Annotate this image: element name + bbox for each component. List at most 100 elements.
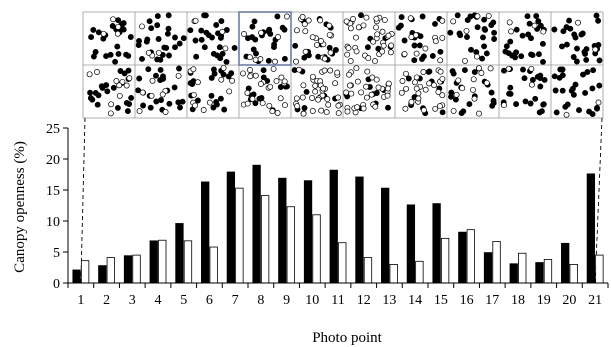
tree-open-marker: [244, 100, 251, 107]
tree-open-marker: [563, 111, 570, 118]
tree-open-marker: [94, 69, 100, 75]
tree-filled-marker: [107, 51, 114, 58]
tree-filled-marker: [94, 101, 101, 108]
tree-filled-marker: [537, 83, 544, 90]
tree-filled-marker: [474, 24, 481, 31]
tree-filled-marker: [483, 50, 490, 57]
x-tick-label: 21: [588, 293, 602, 308]
tree-open-marker: [266, 102, 273, 109]
tree-open-marker: [321, 67, 328, 74]
tree-filled-marker: [95, 29, 102, 36]
tree-open-marker: [381, 16, 388, 23]
tree-filled-marker: [461, 67, 468, 74]
tree-filled-marker: [524, 13, 531, 20]
tree-filled-marker: [529, 52, 536, 59]
tree-filled-marker: [127, 34, 134, 40]
tree-filled-marker: [488, 89, 495, 96]
tree-filled-marker: [595, 17, 602, 24]
bar-open-5: [183, 240, 193, 284]
tree-filled-marker: [411, 42, 418, 49]
tree-open-marker: [259, 100, 266, 107]
tree-open-marker: [194, 79, 201, 86]
bar-filled-2: [98, 265, 107, 284]
tree-open-marker: [483, 79, 490, 86]
bar-open-3: [132, 254, 141, 284]
tree-open-marker: [200, 107, 207, 113]
tree-filled-marker: [560, 28, 567, 35]
tree-filled-marker: [460, 108, 467, 115]
tree-filled-marker: [522, 98, 529, 105]
tree-filled-marker: [572, 81, 579, 88]
tree-filled-marker: [125, 67, 132, 74]
tree-open-marker: [116, 92, 123, 99]
tree-open-marker: [113, 78, 120, 84]
tree-open-marker: [358, 89, 365, 96]
tree-filled-marker: [220, 71, 227, 78]
x-tick-label: 8: [257, 293, 264, 308]
y-tick-label: 15: [46, 184, 60, 199]
tree-filled-marker: [579, 30, 586, 37]
tree-filled-marker: [171, 84, 178, 91]
tree-open-marker: [273, 78, 280, 85]
tree-open-marker: [312, 82, 319, 89]
tree-open-marker: [415, 95, 422, 102]
y-tick-label: 5: [53, 246, 60, 261]
tree-open-marker: [420, 69, 427, 75]
tree-filled-marker: [252, 100, 259, 107]
tree-filled-marker: [590, 67, 597, 74]
tree-filled-marker: [260, 67, 267, 74]
x-tick-label: 3: [129, 293, 136, 308]
bar-filled-15: [432, 203, 441, 284]
x-tick-label: 9: [283, 293, 290, 308]
bar-filled-1: [72, 269, 81, 284]
tree-filled-marker: [147, 104, 154, 111]
tree-open-marker: [334, 69, 341, 76]
tree-filled-marker: [155, 36, 162, 42]
tree-filled-marker: [115, 50, 122, 57]
tree-open-marker: [107, 110, 114, 117]
tree-open-marker: [407, 15, 414, 22]
tree-filled-marker: [448, 93, 454, 100]
tree-open-marker: [219, 28, 226, 35]
tree-open-marker: [175, 72, 182, 79]
tree-filled-marker: [92, 49, 99, 55]
tree-open-marker: [300, 110, 307, 117]
tree-open-marker: [401, 51, 408, 57]
tree-filled-marker: [143, 38, 150, 45]
tree-open-marker: [387, 49, 394, 56]
bar-filled-20: [561, 242, 570, 284]
tree-open-marker: [437, 57, 444, 64]
tree-filled-marker: [251, 18, 258, 25]
tree-open-marker: [114, 30, 121, 37]
tree-filled-marker: [559, 87, 566, 94]
tree-filled-marker: [157, 66, 164, 73]
tree-open-marker: [323, 109, 330, 116]
tree-open-marker: [155, 49, 162, 56]
tree-filled-marker: [564, 101, 571, 108]
tree-filled-marker: [567, 25, 574, 32]
tree-open-marker: [399, 78, 406, 84]
tree-filled-marker: [198, 27, 205, 34]
bar-open-12: [363, 257, 373, 284]
tree-open-marker: [313, 41, 320, 48]
tree-filled-marker: [559, 72, 566, 79]
tree-open-marker: [296, 66, 303, 73]
tree-filled-marker: [110, 84, 117, 91]
tree-filled-marker: [249, 23, 256, 30]
tree-open-marker: [293, 95, 300, 102]
tree-open-marker: [309, 73, 316, 80]
tree-open-marker: [270, 65, 277, 72]
tree-filled-marker: [154, 22, 161, 29]
tree-open-marker: [408, 99, 415, 105]
tree-filled-marker: [303, 88, 310, 95]
tree-filled-marker: [570, 54, 577, 60]
tree-filled-marker: [120, 26, 127, 33]
tree-filled-marker: [139, 55, 145, 62]
bar-filled-11: [329, 169, 338, 284]
tree-filled-marker: [146, 18, 153, 25]
tree-open-marker: [192, 102, 199, 109]
tree-open-marker: [321, 55, 328, 62]
tree-filled-marker: [210, 50, 217, 57]
tree-filled-marker: [533, 13, 540, 19]
tree-open-marker: [269, 108, 276, 115]
